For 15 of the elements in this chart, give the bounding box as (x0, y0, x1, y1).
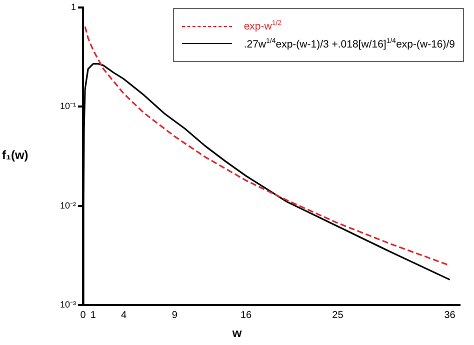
y-tick-label: 1 (70, 2, 76, 12)
legend-label: .27w$^{1/4}$exp-(w-1)/3 +.018[w/16]$^{1/4}$exp-(w-16)/9 (244, 38, 455, 50)
y-tick-label: 10⁻³ (60, 299, 76, 310)
y-axis-title: f₁(w) (2, 148, 28, 162)
x-tick-label: 16 (240, 310, 252, 321)
y-tick-label: 10⁻¹ (60, 101, 76, 112)
x-tick-label: 1 (90, 310, 96, 321)
x-tick-label: 9 (172, 310, 178, 321)
x-tick-label: 4 (120, 310, 127, 321)
x-axis-title: w (231, 326, 243, 340)
x-tick-label: 0 (80, 310, 86, 321)
legend-label: exp-w$^{1/2}$ (244, 20, 282, 32)
x-tick-label: 36 (444, 310, 456, 321)
x-tick-label: 25 (332, 310, 344, 321)
y-tick-label: 10⁻² (60, 200, 76, 210)
